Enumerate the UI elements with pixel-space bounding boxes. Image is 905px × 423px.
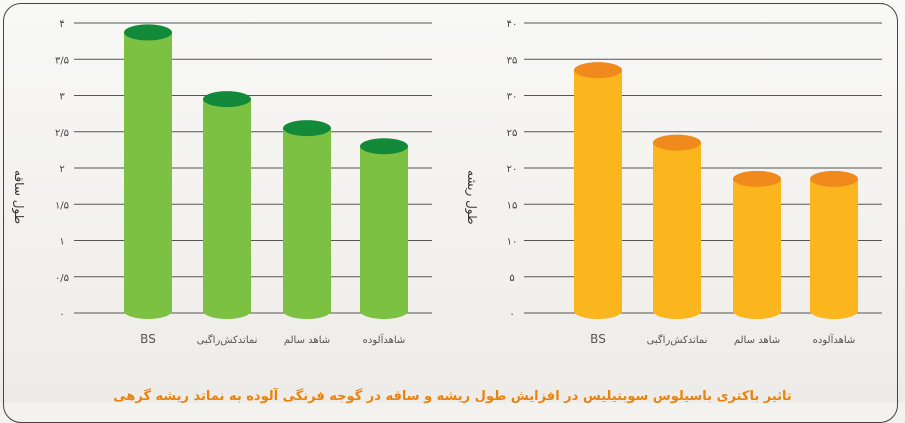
stem-tick-label: ۳ xyxy=(59,92,65,103)
root-category-label: شاهد سالم xyxy=(734,335,780,346)
root-bar-top xyxy=(733,170,781,187)
stem-tick-label: ۴ xyxy=(59,19,64,30)
stem-bar-base xyxy=(124,303,172,319)
stem-length-chart: ۰ ۰/۵ ۱ ۱/۵ ۲ ۲/۵ ۳ ۳/۵ ۴ BS نماتدکش‌راگبی شاهد سال… xyxy=(55,19,432,346)
root-bar-base xyxy=(810,303,858,319)
root-tick-label: ۳۵ xyxy=(507,55,518,66)
root-bar-base xyxy=(653,303,701,319)
root-category-label: نماتدکش‌راگبی xyxy=(647,334,708,346)
root-bar-top xyxy=(810,170,858,187)
stem-tick-label: ۲ xyxy=(59,164,64,175)
root-bar-base xyxy=(733,303,781,319)
stem-bar xyxy=(124,32,172,312)
stem-bar-top xyxy=(124,24,172,41)
root-bar-top xyxy=(574,62,622,79)
stem-tick-label: ۱ xyxy=(59,237,64,248)
stem-category-label: شاهدآلوده xyxy=(363,333,406,346)
stem-tick-label: ۳/۵ xyxy=(55,55,69,66)
stem-bar-top xyxy=(360,138,408,155)
stem-bar-base xyxy=(203,303,251,319)
root-tick-label: ۲۵ xyxy=(507,128,518,139)
root-length-chart: ۰ ۵ ۱۰ ۱۵ ۲۰ ۲۵ ۳۰ ۳۵ ۴۰ BS نماتدکش‌راگبی شاهد سالم… xyxy=(507,19,882,346)
stem-bar xyxy=(360,146,408,311)
stem-bar-base xyxy=(283,303,331,319)
stem-bar xyxy=(283,128,331,311)
root-tick-label: ۱۵ xyxy=(507,200,518,211)
stem-category-label: نماتدکش‌راگبی xyxy=(197,334,258,346)
root-y-axis-label: طول ریشه xyxy=(465,170,479,225)
root-tick-label: ۰ xyxy=(509,309,514,320)
root-category-label: شاهدآلوده xyxy=(813,333,856,346)
stem-tick-label: ۱/۵ xyxy=(55,200,69,211)
stem-category-label: شاهد سالم xyxy=(284,335,330,346)
stem-tick-label: ۲/۵ xyxy=(55,128,69,139)
root-bar xyxy=(653,142,701,311)
root-bar xyxy=(574,70,622,311)
stem-tick-label: ۰/۵ xyxy=(55,273,69,284)
stem-tick-label: ۰ xyxy=(59,309,64,320)
root-bar xyxy=(810,178,858,311)
root-tick-label: ۲۰ xyxy=(507,164,518,175)
stem-category-label: BS xyxy=(140,332,156,346)
root-bar xyxy=(733,178,781,311)
root-tick-label: ۱۰ xyxy=(507,237,518,248)
root-bar-base xyxy=(574,303,622,319)
stem-bar-top xyxy=(203,91,251,108)
stem-bar xyxy=(203,99,251,311)
root-tick-label: ۴۰ xyxy=(507,19,518,30)
stem-y-axis-label: طول ساقه xyxy=(12,170,26,225)
stem-bar-base xyxy=(360,303,408,319)
stem-bar-top xyxy=(283,120,331,137)
root-tick-label: ۳۰ xyxy=(507,92,518,103)
root-tick-label: ۵ xyxy=(509,273,514,284)
root-bar-top xyxy=(653,134,701,151)
figure-caption: تاثیر باکتری باسیلوس سوبتیلیس در افزایش … xyxy=(113,389,792,404)
root-category-label: BS xyxy=(590,332,606,346)
